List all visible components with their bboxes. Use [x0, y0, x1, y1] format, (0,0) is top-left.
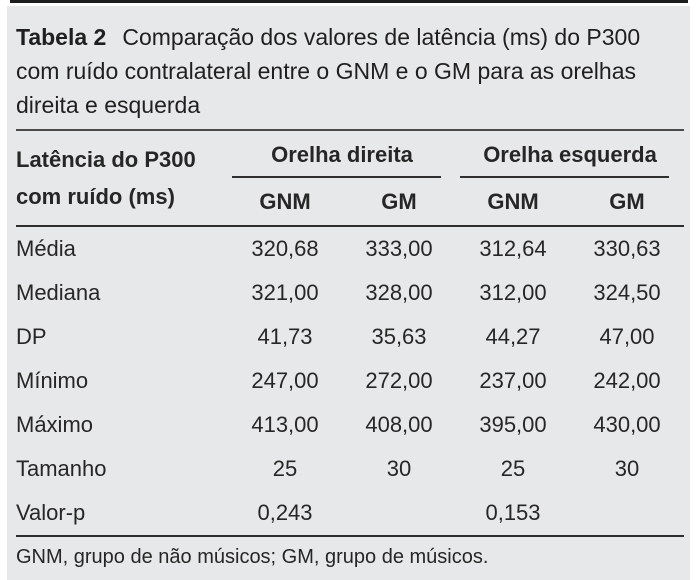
cell-value	[342, 491, 456, 536]
table-footnote: GNM, grupo de não músicos; GM, grupo de …	[16, 546, 489, 568]
cell-value: 324,50	[593, 280, 661, 305]
cell-value: 25	[272, 456, 298, 481]
cell-value: 30	[386, 456, 412, 481]
table-row: Tamanho 25 30 25 30	[16, 447, 684, 491]
table-header: Latência do P300 com ruído (ms) Orelha d…	[16, 130, 685, 227]
row-label: Tamanho	[16, 456, 107, 481]
cell-value: 237,00	[479, 368, 547, 393]
column-header-left-gnm: GNM	[456, 178, 570, 227]
cell-value: 247,00	[251, 368, 319, 393]
row-label: Mediana	[16, 280, 101, 305]
cell-value: 413,00	[251, 412, 319, 437]
cell-value: 44,27	[485, 324, 541, 349]
table-caption-text: Comparação dos valores de latência (ms) …	[16, 24, 641, 118]
cell-value: 35,63	[371, 324, 427, 349]
group-underline	[460, 176, 670, 178]
header-row-subcolumns: GNM GM GNM GM	[16, 178, 685, 227]
column-header-right-gnm: GNM	[228, 178, 342, 227]
table-row: Valor-p 0,243 0,153	[16, 491, 684, 536]
table-row: Mediana 321,00 328,00 312,00 324,50	[16, 271, 684, 315]
cell-value: 312,00	[479, 280, 547, 305]
cell-value: 25	[500, 456, 526, 481]
group-header-left-ear: Orelha esquerda	[456, 130, 684, 178]
table-row: Máximo 413,00 408,00 395,00 430,00	[16, 403, 684, 447]
cell-value: 47,00	[599, 324, 655, 349]
top-divider	[10, 0, 688, 3]
cell-value: 328,00	[365, 280, 433, 305]
cell-value: 321,00	[251, 280, 319, 305]
cell-value: 242,00	[593, 368, 661, 393]
column-header-right-gm: GM	[342, 178, 456, 227]
header-row-groups: Latência do P300 com ruído (ms) Orelha d…	[16, 130, 684, 227]
cell-value: 0,243	[257, 500, 313, 525]
row-label: Média	[16, 236, 76, 261]
group-header-right-ear-label: Orelha direita	[271, 141, 413, 167]
table-panel: Tabela 2 Comparação dos valores de latênc…	[7, 6, 690, 580]
cell-value: 330,63	[593, 236, 661, 261]
stub-header: Latência do P300 com ruído (ms)	[16, 130, 228, 227]
table-row: Média 320,68 333,00 312,64 330,63	[16, 226, 684, 271]
table-row: DP 41,73 35,63 44,27 47,00	[16, 315, 684, 359]
group-header-left-ear-label: Orelha esquerda	[483, 141, 657, 167]
cell-value: 41,73	[257, 324, 313, 349]
cell-value: 272,00	[365, 368, 433, 393]
group-underline	[232, 176, 441, 178]
cell-value: 430,00	[593, 412, 661, 437]
cell-value	[570, 491, 684, 536]
row-label: Valor-p	[16, 500, 86, 525]
stub-header-line1: Latência do P300	[16, 147, 196, 172]
table-title: Tabela 2 Comparação dos valores de latênc…	[16, 20, 678, 122]
cell-value: 312,64	[479, 236, 547, 261]
column-header-left-gm: GM	[570, 178, 685, 227]
table-row: Mínimo 247,00 272,00 237,00 242,00	[16, 359, 684, 403]
cell-value: 333,00	[365, 236, 433, 261]
row-label: DP	[16, 324, 47, 349]
cell-value: 30	[614, 456, 640, 481]
cell-value: 0,153	[485, 500, 541, 525]
cell-value: 320,68	[251, 236, 319, 261]
stub-header-line2: com ruído (ms)	[16, 184, 175, 209]
group-header-right-ear: Orelha direita	[228, 130, 456, 178]
latency-table: Latência do P300 com ruído (ms) Orelha d…	[16, 129, 685, 537]
table-number-label: Tabela 2	[16, 24, 107, 50]
row-label: Máximo	[16, 412, 94, 437]
table-body: Média 320,68 333,00 312,64 330,63 Median…	[16, 226, 684, 536]
cell-value: 408,00	[365, 412, 433, 437]
cell-value: 395,00	[479, 412, 547, 437]
row-label: Mínimo	[16, 368, 89, 393]
